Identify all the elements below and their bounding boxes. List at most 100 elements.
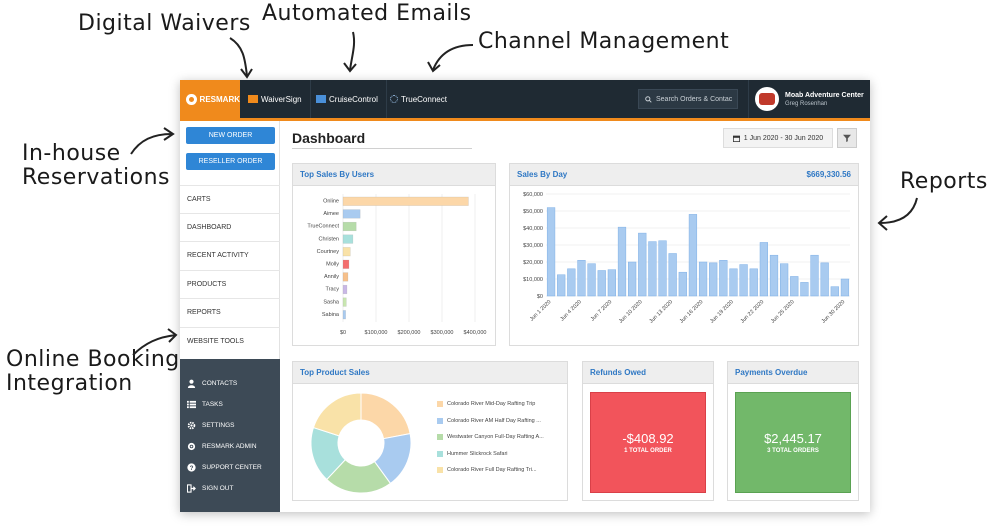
sales-total: $669,330.56 xyxy=(806,170,852,179)
contacts-label: CONTACTS xyxy=(202,379,238,387)
sidebar-item-resmark-admin[interactable]: RESMARK ADMIN xyxy=(180,436,280,456)
accent-bar xyxy=(180,118,870,121)
panel-top-product-sales: Top Product Sales Colorado River Mid-Day… xyxy=(292,361,568,501)
sidebar-secondary: CONTACTS TASKS SETTINGS RESMARK ADMIN ? S… xyxy=(180,359,280,512)
sidebar-item-tasks[interactable]: TASKS xyxy=(180,394,280,414)
search-input[interactable]: Search Orders & Contac xyxy=(638,89,738,109)
bar xyxy=(342,196,469,206)
callout-channel-management: Channel Management xyxy=(478,29,730,54)
title-divider xyxy=(292,148,472,149)
svg-text:?: ? xyxy=(190,465,194,472)
legend-swatch xyxy=(437,450,443,457)
x-tick-label: Jun 1 2020 xyxy=(529,299,552,322)
cruisecontrol-icon xyxy=(316,95,326,103)
y-tick-label: $20,000 xyxy=(523,260,543,266)
account-menu[interactable]: Moab Adventure Center Greg Rosenhan xyxy=(748,80,870,118)
callout-digital-waivers: Digital Waivers xyxy=(78,11,251,36)
reseller-order-button[interactable]: RESELLER ORDER xyxy=(186,153,275,170)
payments-box[interactable]: $2,445.17 3 TOTAL ORDERS xyxy=(735,392,851,493)
bar xyxy=(342,259,350,269)
callout-online-booking: Online Booking Integration xyxy=(6,347,180,397)
legend-item: Colorado River Full Day Rafting Tri... xyxy=(437,467,537,473)
x-tick-label: Jun 4 2020 xyxy=(559,299,582,322)
x-tick-label: Jun 19 2020 xyxy=(709,299,735,325)
bar xyxy=(342,310,346,320)
sidebar-item-recent-activity[interactable]: RECENT ACTIVITY xyxy=(180,241,280,269)
bar xyxy=(678,271,687,297)
legend-item: Westwater Canyon Full-Day Rafting A... xyxy=(437,434,544,440)
panel-refunds-owed: Refunds Owed -$408.92 1 TOTAL ORDER xyxy=(582,361,714,501)
refunds-box[interactable]: -$408.92 1 TOTAL ORDER xyxy=(590,392,706,493)
filter-button[interactable] xyxy=(837,128,857,148)
sidebar-item-website-tools[interactable]: WEBSITE TOOLS xyxy=(180,327,280,355)
bar xyxy=(597,270,606,297)
arrow-reports-icon xyxy=(877,197,918,231)
sales-by-day-chart: $0 $10,000 $20,000 $30,000 $40,000 $50,000 $60… xyxy=(523,192,850,325)
x-tick-label: Jun 30 2020 xyxy=(821,299,847,325)
bar xyxy=(840,278,850,297)
support-center-label: SUPPORT CENTER xyxy=(202,463,262,471)
tasks-icon xyxy=(187,400,196,409)
bar xyxy=(342,272,349,282)
panel-top-sales-users-title: Top Sales By Users xyxy=(293,164,495,186)
account-user: Greg Rosenhan xyxy=(785,100,828,107)
contacts-icon xyxy=(187,379,196,388)
signout-icon xyxy=(187,483,196,493)
nav-cruisecontrol-label: CruiseControl xyxy=(329,94,378,104)
bar xyxy=(769,254,779,297)
new-order-button[interactable]: NEW ORDER xyxy=(186,127,275,144)
sidebar-item-products[interactable]: PRODUCTS xyxy=(180,270,280,298)
bar xyxy=(342,284,348,295)
x-tick-label: $200,000 xyxy=(398,330,421,336)
x-tick-label: $400,000 xyxy=(464,330,487,336)
bar xyxy=(342,221,357,232)
y-tick-label: Courtney xyxy=(317,249,340,255)
bar xyxy=(698,261,708,297)
bar xyxy=(729,268,738,297)
callout-inhouse-reservations: In-house Reservations xyxy=(22,141,170,191)
bar xyxy=(739,264,748,297)
avatar xyxy=(755,87,779,111)
x-tick-label: Jun 25 2020 xyxy=(770,299,796,325)
legend-label: Westwater Canyon Full-Day Rafting A... xyxy=(447,434,544,440)
nav-cruisecontrol[interactable]: CruiseControl xyxy=(308,80,387,118)
company-logo-icon xyxy=(759,93,775,105)
sidebar-item-sign-out[interactable]: SIGN OUT xyxy=(180,478,280,498)
tasks-label: TASKS xyxy=(202,400,223,408)
sidebar-item-support-center[interactable]: ? SUPPORT CENTER xyxy=(180,457,280,477)
sidebar-item-dashboard[interactable]: DASHBOARD xyxy=(180,213,280,241)
legend-label: Colorado River AM Half Day Rafting ... xyxy=(447,417,541,424)
refunds-count: 1 TOTAL ORDER xyxy=(624,448,672,454)
bar xyxy=(546,207,556,297)
brand-logo[interactable]: RESMARK xyxy=(180,80,240,118)
bar xyxy=(342,297,347,307)
bar xyxy=(658,240,667,297)
filter-icon xyxy=(843,134,851,142)
sidebar-item-settings[interactable]: SETTINGS xyxy=(180,415,280,435)
app-window: RESMARK WaiverSign CruiseControl TrueCon… xyxy=(180,80,870,512)
legend-item: Colorado River Mid-Day Rafting Trip xyxy=(437,401,535,407)
y-tick-label: $50,000 xyxy=(523,209,543,215)
y-tick-label: Aimee xyxy=(323,211,339,217)
payments-count: 3 TOTAL ORDERS xyxy=(767,448,819,454)
search-placeholder: Search Orders & Contac xyxy=(656,95,733,103)
bar xyxy=(617,226,627,297)
x-tick-label: Jun 10 2020 xyxy=(618,299,644,325)
bar xyxy=(567,268,576,297)
date-range-picker[interactable]: 1 Jun 2020 - 30 Jun 2020 xyxy=(723,128,833,148)
bar xyxy=(668,253,677,297)
legend-item: Colorado River AM Half Day Rafting ... xyxy=(437,417,541,424)
x-tick-label: Jun 16 2020 xyxy=(679,299,705,325)
sidebar-item-carts[interactable]: CARTS xyxy=(180,185,280,213)
sidebar-item-reports[interactable]: REPORTS xyxy=(180,298,280,326)
bar xyxy=(810,254,819,297)
sidebar-item-contacts[interactable]: CONTACTS xyxy=(180,373,280,393)
search-icon xyxy=(645,95,652,103)
y-tick-label: $40,000 xyxy=(523,226,543,232)
y-tick-label: $10,000 xyxy=(523,277,543,283)
y-tick-label: $0 xyxy=(537,294,543,300)
nav-trueconnect[interactable]: TrueConnect xyxy=(382,80,455,118)
help-icon: ? xyxy=(187,462,196,472)
nav-waiversign[interactable]: WaiverSign xyxy=(240,80,311,118)
y-tick-label: $30,000 xyxy=(523,243,543,249)
